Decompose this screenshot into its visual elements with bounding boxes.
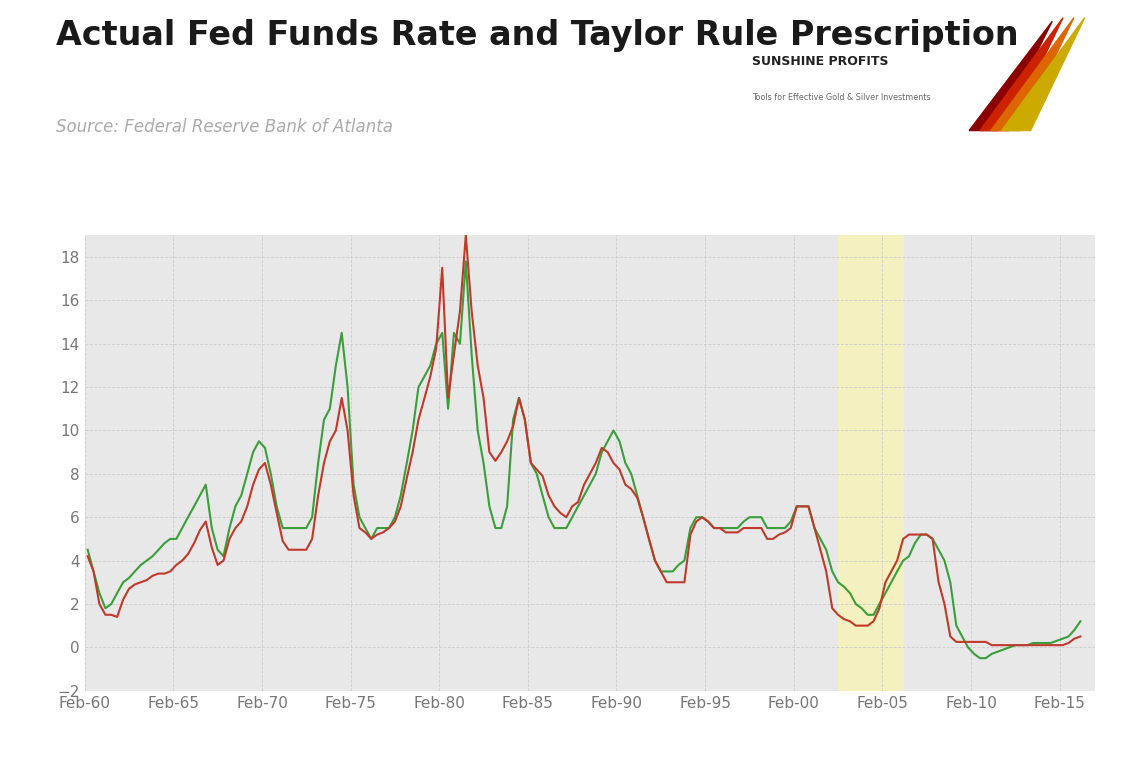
Bar: [838, 235, 903, 691]
Text: Actual Fed Funds Rate and Taylor Rule Prescription: Actual Fed Funds Rate and Taylor Rule Pr…: [56, 19, 1019, 52]
Text: SUNSHINE PROFITS: SUNSHINE PROFITS: [752, 55, 889, 68]
Text: Source: Federal Reserve Bank of Atlanta: Source: Federal Reserve Bank of Atlanta: [56, 118, 393, 136]
Text: Tools for Effective Gold & Silver Investments: Tools for Effective Gold & Silver Invest…: [752, 93, 931, 102]
Polygon shape: [969, 21, 1052, 131]
Polygon shape: [980, 17, 1064, 131]
Polygon shape: [991, 17, 1074, 131]
Polygon shape: [1001, 17, 1085, 131]
